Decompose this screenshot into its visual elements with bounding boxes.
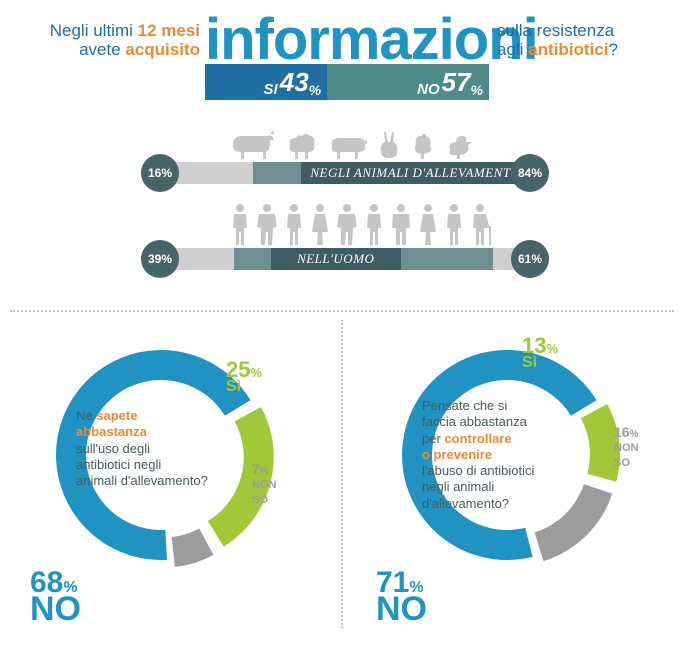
d2c6: negli animali bbox=[422, 479, 494, 494]
d1ns-p: % bbox=[260, 466, 269, 477]
dotted-separator bbox=[10, 310, 674, 312]
d2si-w: Sì bbox=[522, 354, 537, 371]
d1si-w: Sì bbox=[226, 378, 241, 395]
no-value: 57 bbox=[442, 67, 471, 98]
animal-silhouettes bbox=[230, 122, 474, 160]
person-icon bbox=[284, 202, 304, 246]
bar2-right-cap: 61% bbox=[511, 240, 549, 278]
donut1-si-label: 25% Sì bbox=[226, 360, 262, 395]
d2c7: d'allevamento? bbox=[422, 496, 509, 511]
hl2: avete bbox=[79, 40, 125, 59]
donut2-no-label: 71% NO bbox=[376, 570, 427, 624]
duck-icon bbox=[446, 132, 474, 160]
d2c5: l'abuso di antibiotici bbox=[422, 463, 534, 478]
mid-section: 16% NEGLI ANIMALI D'ALLEVAMENTO 84% 39% … bbox=[0, 112, 684, 302]
hen-icon bbox=[410, 130, 436, 160]
d2c3a: per bbox=[422, 431, 444, 446]
d2no-w: NO bbox=[376, 590, 427, 628]
si-value: 43 bbox=[280, 67, 309, 98]
no-label: NO bbox=[417, 81, 440, 98]
d2ns-w2: SO bbox=[614, 457, 630, 469]
hr2o: antibiotici bbox=[528, 40, 608, 59]
donut1-center-text: Ne sapete abbastanza sull'uso degli anti… bbox=[76, 408, 236, 489]
d1c3: sull'uso degli bbox=[76, 441, 150, 456]
bar2-dark-label: NELL'UOMO bbox=[271, 248, 401, 270]
d1c4: antibiotici negli bbox=[76, 457, 161, 472]
d2ns-p: % bbox=[630, 429, 639, 440]
d1ns-w2: SO bbox=[252, 494, 268, 506]
rabbit-icon bbox=[378, 130, 400, 160]
donut2-si-label: 13% Sì bbox=[522, 336, 558, 371]
donut-right: Pensate che si faccia abbastanza per con… bbox=[352, 330, 682, 630]
hrq: ? bbox=[608, 40, 617, 59]
hl1: Negli ultimi bbox=[50, 21, 138, 40]
d2ns-w1: NON bbox=[614, 442, 638, 454]
sheep-icon bbox=[286, 130, 318, 160]
vertical-separator bbox=[341, 320, 343, 628]
hr1: sulla resistenza bbox=[497, 21, 614, 40]
person-icon bbox=[336, 202, 358, 246]
d2si-p: % bbox=[546, 341, 558, 356]
person-icon bbox=[390, 202, 412, 246]
d1co1: sapete bbox=[96, 408, 137, 423]
d1no-w: NO bbox=[30, 590, 81, 628]
d1ns-n: 7 bbox=[252, 461, 260, 477]
header-left-text: Negli ultimi 12 mesi avete acquisito bbox=[20, 22, 200, 59]
hl1o: 12 mesi bbox=[138, 21, 200, 40]
d2co1: controllare bbox=[444, 431, 511, 446]
person-icon bbox=[364, 202, 384, 246]
donut1-nonso-label: 7% NON SO bbox=[252, 463, 276, 506]
people-silhouettes bbox=[230, 200, 494, 246]
bar1-right-cap: 84% bbox=[511, 154, 549, 192]
person-icon bbox=[310, 202, 330, 246]
hr2a: agli bbox=[497, 40, 528, 59]
si-no-bar: SI 43% NO 57% bbox=[205, 64, 489, 100]
d1si-p: % bbox=[250, 365, 262, 380]
donut2-nonso-label: 16% NON SO bbox=[614, 426, 638, 469]
si-label: SI bbox=[264, 81, 278, 98]
d1c1: Ne bbox=[76, 408, 96, 423]
person-icon bbox=[230, 202, 250, 246]
person-icon bbox=[418, 202, 438, 246]
pig-icon bbox=[328, 132, 368, 160]
d2c1: Pensate che si bbox=[422, 398, 507, 413]
donut1-no-label: 68% NO bbox=[30, 570, 81, 624]
d1co2: abbastanza bbox=[76, 424, 147, 439]
bar1-left-cap: 16% bbox=[141, 154, 179, 192]
bar1-dark-label: NEGLI ANIMALI D'ALLEVAMENTO bbox=[301, 162, 530, 184]
donut-left: Ne sapete abbastanza sull'uso degli anti… bbox=[6, 330, 336, 630]
person-icon bbox=[444, 202, 464, 246]
header: Negli ultimi 12 mesi avete acquisito inf… bbox=[0, 0, 684, 100]
no-segment: NO 57% bbox=[327, 64, 489, 100]
d2co2: o prevenire bbox=[422, 447, 492, 462]
bar-humans: 39% NELL'UOMO 61% bbox=[160, 248, 530, 270]
si-segment: SI 43% bbox=[205, 64, 327, 100]
cow-icon bbox=[230, 126, 276, 160]
d1c5: animali d'allevamento? bbox=[76, 473, 208, 488]
d1ns-w1: NON bbox=[252, 479, 276, 491]
bar2-left-cap: 39% bbox=[141, 240, 179, 278]
d2c2: faccia abbastanza bbox=[422, 414, 527, 429]
bar-animals: 16% NEGLI ANIMALI D'ALLEVAMENTO 84% bbox=[160, 162, 530, 184]
person-icon bbox=[256, 202, 278, 246]
header-center-word: informazioni bbox=[205, 6, 538, 73]
no-pctsym: % bbox=[471, 82, 483, 98]
si-pctsym: % bbox=[309, 82, 321, 98]
header-right-text: sulla resistenza agli antibiotici? bbox=[497, 22, 618, 59]
d2ns-n: 16 bbox=[614, 424, 630, 440]
hl2o: acquisito bbox=[125, 40, 200, 59]
person-cane-icon bbox=[470, 202, 494, 246]
donut2-center-text: Pensate che si faccia abbastanza per con… bbox=[422, 398, 582, 512]
